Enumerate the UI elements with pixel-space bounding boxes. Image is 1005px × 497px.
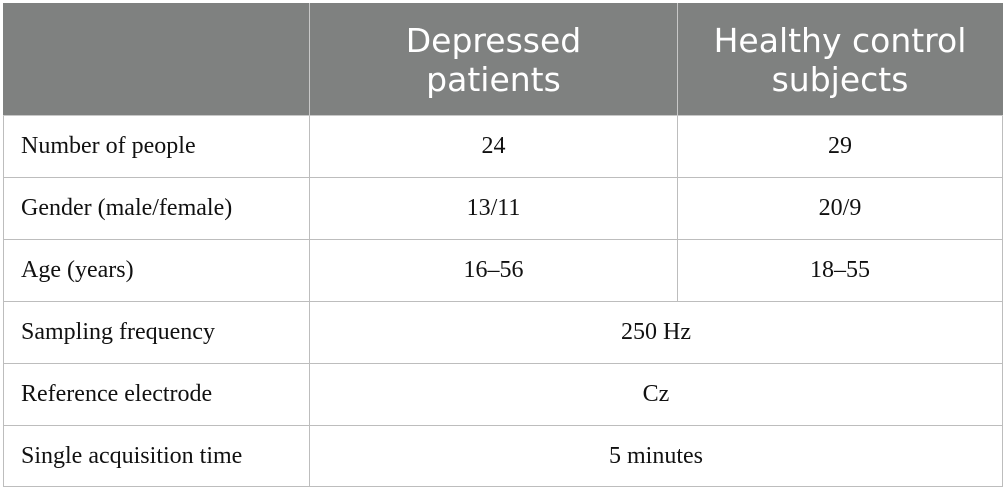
- header-corner-cell: [3, 3, 310, 116]
- header-depressed-patients: Depressed patients: [309, 3, 678, 116]
- table-header: Depressed patients Healthy control subje…: [3, 3, 1003, 116]
- shared-value: 250 Hz: [309, 301, 1003, 364]
- table-row-acquisition-time: Single acquisition time 5 minutes: [3, 425, 1003, 487]
- depressed-value: 13/11: [309, 177, 678, 240]
- table-row-age: Age (years) 16–56 18–55: [3, 239, 1003, 302]
- healthy-value: 29: [677, 115, 1003, 178]
- header-depressed-line1: Depressed: [405, 20, 582, 60]
- row-label: Reference electrode: [3, 363, 310, 426]
- table-row-gender: Gender (male/female) 13/11 20/9: [3, 177, 1003, 240]
- table-body: Number of people 24 29 Gender (male/fema…: [3, 115, 1003, 487]
- header-healthy-line1: Healthy control: [713, 20, 967, 60]
- row-label: Gender (male/female): [3, 177, 310, 240]
- row-label: Number of people: [3, 115, 310, 178]
- depressed-value: 24: [309, 115, 678, 178]
- table-row-reference-electrode: Reference electrode Cz: [3, 363, 1003, 426]
- row-label: Age (years): [3, 239, 310, 302]
- shared-value: Cz: [309, 363, 1003, 426]
- study-data-table: Depressed patients Healthy control subje…: [3, 3, 1003, 487]
- table-row-number-of-people: Number of people 24 29: [3, 115, 1003, 178]
- row-label: Single acquisition time: [3, 425, 310, 487]
- shared-value: 5 minutes: [309, 425, 1003, 487]
- depressed-value: 16–56: [309, 239, 678, 302]
- header-healthy-line2: subjects: [771, 59, 909, 99]
- header-row: Depressed patients Healthy control subje…: [3, 3, 1003, 116]
- header-healthy-controls: Healthy control subjects: [677, 3, 1003, 116]
- table-row-sampling-frequency: Sampling frequency 250 Hz: [3, 301, 1003, 364]
- header-depressed-line2: patients: [426, 59, 561, 99]
- row-label: Sampling frequency: [3, 301, 310, 364]
- healthy-value: 20/9: [677, 177, 1003, 240]
- healthy-value: 18–55: [677, 239, 1003, 302]
